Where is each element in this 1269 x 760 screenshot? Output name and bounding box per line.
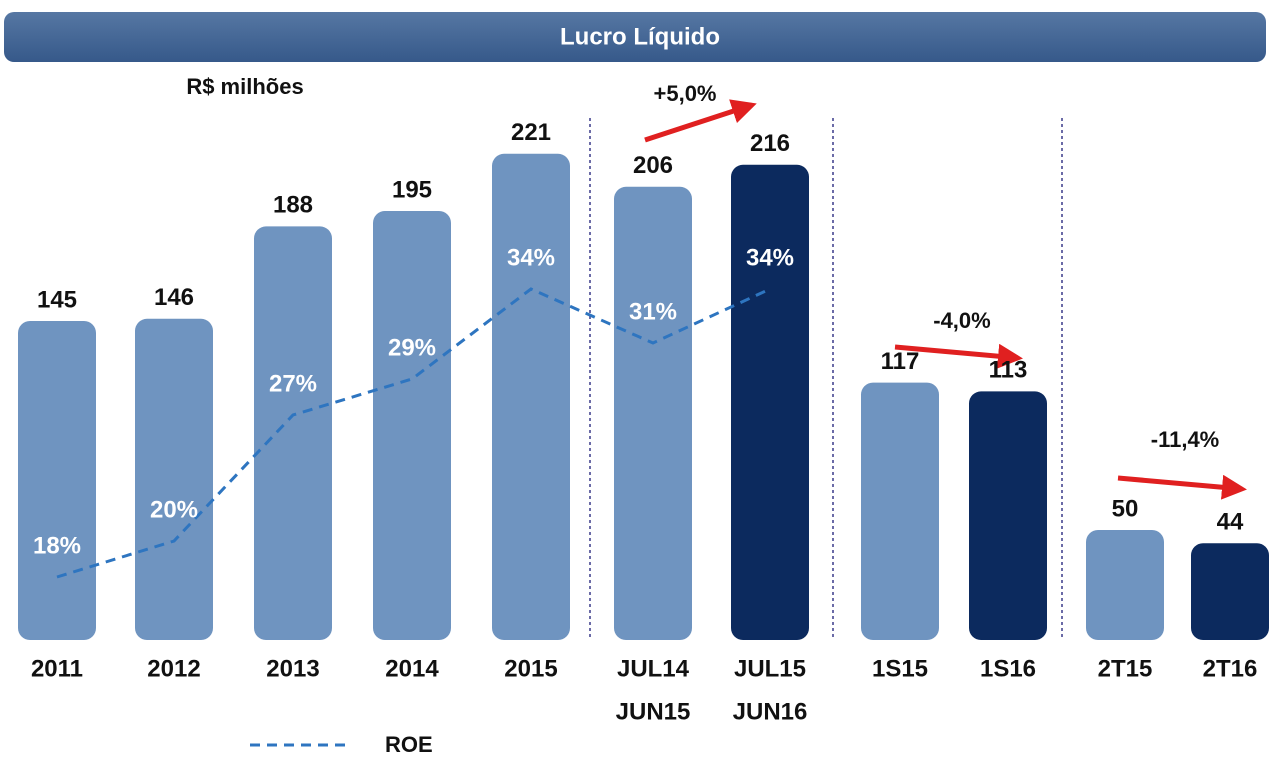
bar (614, 186, 692, 641)
x-tick-label: 2T16 (1203, 655, 1258, 682)
x-tick-label: JUN15 (616, 698, 691, 725)
value-label: 145 (37, 286, 77, 313)
x-tick-label: 2015 (504, 655, 557, 682)
bar (254, 226, 332, 640)
header-bar (4, 12, 1266, 62)
value-label: 216 (750, 130, 790, 157)
value-label: 117 (881, 348, 920, 375)
bar (135, 318, 213, 640)
annotation: -11,4% (1151, 427, 1220, 452)
x-tick-label: JUL15 (734, 655, 806, 682)
roe-label: 31% (629, 298, 677, 325)
subtitle: R$ milhões (186, 74, 303, 99)
x-tick-label: JUN16 (733, 698, 808, 725)
arrows (644, 99, 1247, 500)
value-label: 221 (511, 119, 551, 146)
value-label: 195 (392, 176, 432, 203)
bar (1086, 530, 1164, 640)
roe-label: 34% (746, 244, 794, 271)
roe-label: 18% (33, 532, 81, 559)
annotation: +5,0% (654, 81, 717, 106)
x-tick-label: JUL14 (617, 655, 690, 682)
bar (18, 321, 96, 640)
roe-label: 29% (388, 334, 436, 361)
x-tick-label: 2014 (385, 655, 439, 682)
x-tick-label: 2T15 (1098, 655, 1153, 682)
roe-line (56, 287, 771, 579)
bar (969, 391, 1047, 640)
bar (373, 211, 451, 640)
roe-label: 20% (150, 496, 198, 523)
chart-title: Lucro Líquido (560, 23, 720, 50)
bar (1191, 543, 1269, 640)
roe-label: 27% (269, 370, 317, 397)
bar (731, 164, 809, 641)
value-label: 50 (1112, 495, 1139, 522)
bar (492, 153, 570, 641)
x-tick-label: 2013 (266, 655, 319, 682)
bar (861, 382, 939, 640)
value-label: 146 (154, 284, 194, 311)
value-label: 188 (273, 192, 313, 219)
x-tick-label: 2012 (147, 655, 200, 682)
value-label: 44 (1217, 509, 1244, 536)
value-label: 206 (633, 152, 673, 179)
separators (589, 118, 1063, 640)
x-tick-label: 2011 (31, 655, 83, 682)
legend-label: ROE (385, 732, 433, 757)
value-label: 113 (989, 357, 1028, 384)
annotation: -4,0% (933, 308, 990, 333)
x-tick-label: 1S15 (872, 655, 928, 682)
x-tick-label: 1S16 (980, 655, 1036, 682)
roe-label: 34% (507, 244, 555, 271)
